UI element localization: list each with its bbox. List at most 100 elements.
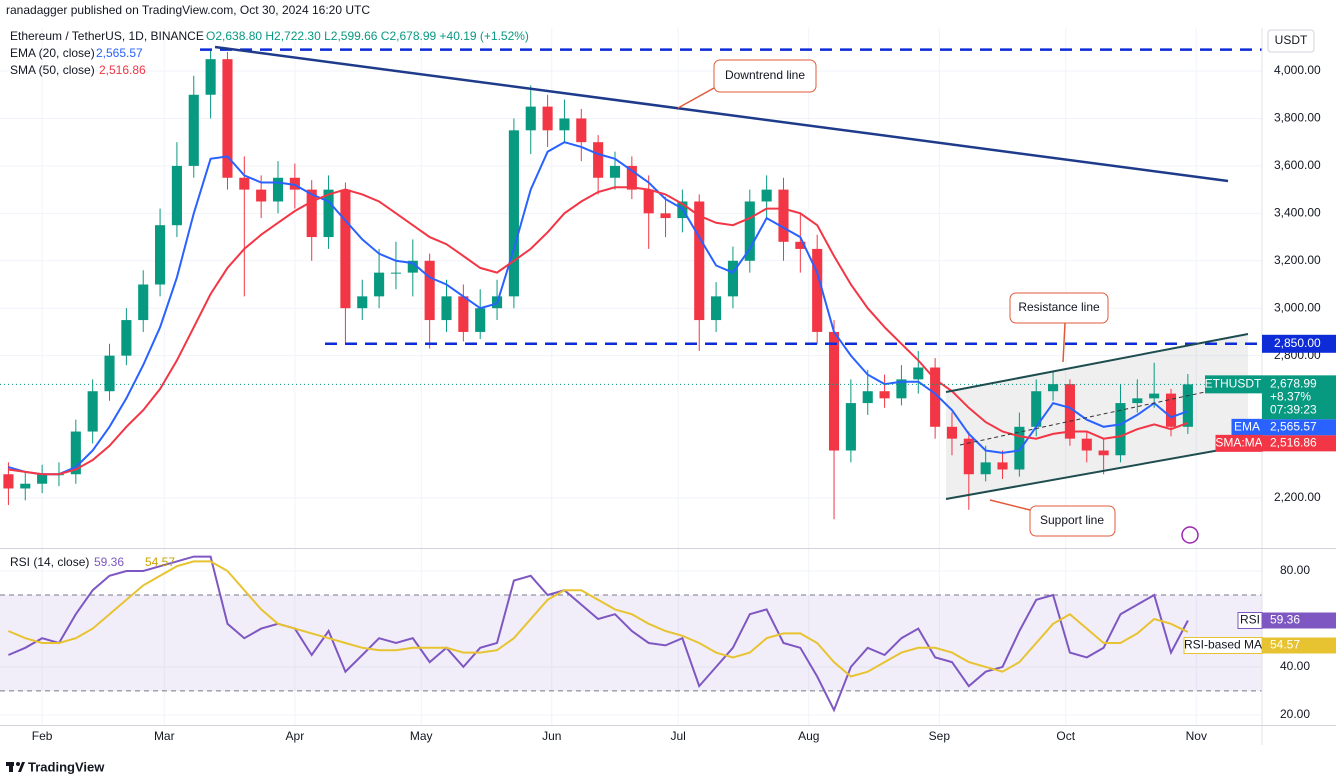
candle-body	[559, 118, 570, 131]
candle-body	[812, 248, 823, 332]
candle-body	[525, 106, 536, 131]
y-tick-label: 3,600.00	[1274, 158, 1321, 172]
callout-box	[713, 59, 817, 93]
legend-value: 2,516.86	[99, 63, 146, 77]
price-tag-name: EMA	[1234, 420, 1260, 434]
y-tick-label: 4,000.00	[1274, 63, 1321, 77]
brand: TradingView	[28, 759, 105, 774]
candle-body	[593, 142, 604, 178]
y-tick-label: 3,000.00	[1274, 300, 1321, 314]
candle-body	[778, 189, 789, 242]
candle-body	[913, 367, 924, 380]
callout-pointer	[1062, 322, 1066, 363]
candle-body	[256, 189, 267, 202]
price-tag-bg	[1262, 612, 1336, 629]
price-tag-bg	[1262, 419, 1336, 436]
candle-body	[508, 130, 519, 297]
y-tick-label: 20.00	[1280, 707, 1310, 721]
candle-body	[1014, 426, 1025, 470]
indicator-line	[8, 560, 1189, 678]
candle-body	[374, 272, 385, 297]
annotation: Downtrend line	[725, 68, 805, 82]
price-tag-bg	[1262, 637, 1336, 654]
resistance-line	[945, 333, 1249, 393]
x-tick-label: Jul	[671, 729, 686, 743]
legend-value: 2,565.57	[96, 46, 143, 60]
candle-body	[1031, 391, 1042, 427]
indicator-line	[8, 555, 1189, 713]
x-tick-label: Nov	[1186, 729, 1207, 743]
candle-body	[424, 260, 435, 321]
candle-body	[171, 165, 182, 226]
candle-body	[1165, 393, 1177, 427]
x-tick-label: Sep	[929, 729, 951, 743]
symbol-title: Ethereum / TetherUS, 1D, BINANCE	[10, 29, 204, 43]
callout-box	[1029, 505, 1116, 537]
x-tick-label: Jun	[542, 729, 561, 743]
price-tag-name: ETHUSDT	[1205, 377, 1262, 391]
annotation: Support line	[1040, 513, 1104, 527]
currency: USDT	[1275, 33, 1308, 47]
candle-body	[896, 379, 907, 399]
price-tag-bg	[1205, 375, 1262, 394]
candle-body	[1149, 393, 1160, 399]
price-tag: 59.36	[1270, 613, 1300, 627]
x-tick-label: May	[410, 729, 433, 743]
y-tick-label: 3,400.00	[1274, 206, 1321, 220]
callout-pointer	[989, 499, 1031, 511]
candle-body	[458, 296, 469, 332]
candle-body	[70, 431, 81, 475]
candle-body	[1081, 438, 1092, 451]
candle-body	[879, 391, 890, 399]
currency-box[interactable]	[1267, 29, 1315, 53]
y-tick-label: 40.00	[1280, 659, 1310, 673]
drawings	[214, 45, 1249, 537]
candle-body	[795, 241, 806, 249]
candle-body	[104, 355, 115, 392]
candle-body	[188, 94, 199, 166]
candle-body	[289, 177, 300, 190]
candle-body	[1098, 450, 1109, 456]
candle-body	[711, 296, 722, 321]
indicator-line	[8, 141, 1189, 476]
price-tag: 54.57	[1270, 638, 1300, 652]
price-tag-bg	[1262, 334, 1336, 353]
candle-body	[37, 474, 48, 484]
event-icon[interactable]	[1181, 526, 1199, 544]
candle-body	[357, 296, 368, 309]
candle-body	[930, 367, 941, 427]
candle-body	[626, 165, 637, 190]
candle-body	[694, 201, 705, 321]
candle-body	[407, 260, 418, 273]
candle-body	[1064, 384, 1075, 439]
price-tag-name: SMA:MA	[1215, 436, 1262, 450]
candle-body	[660, 213, 671, 219]
price-tag: 2,565.57	[1270, 420, 1317, 434]
y-tick-label: 3,800.00	[1274, 111, 1321, 125]
candle-body	[862, 391, 873, 404]
candle-body	[205, 59, 216, 95]
candle-body	[272, 177, 284, 202]
candle-body	[761, 189, 772, 202]
publisher: ranadagger published on TradingView.com,…	[6, 3, 370, 17]
price-tag-bg	[1262, 435, 1336, 452]
price-tag: 2,678.99	[1270, 377, 1317, 391]
rsi-band	[0, 594, 1262, 691]
price-tag: 2,850.00	[1274, 336, 1321, 350]
candle-body	[222, 59, 233, 178]
support-line	[945, 444, 1249, 500]
price-tag-bg	[1262, 375, 1336, 420]
candle-body	[475, 308, 486, 332]
candle-body	[1048, 384, 1059, 392]
legend-value: 59.36	[94, 555, 124, 569]
legend-name: EMA (20, close)	[10, 46, 95, 60]
legend-name: SMA (50, close)	[10, 63, 95, 77]
candle-body	[1115, 403, 1126, 456]
candle-body	[997, 462, 1008, 470]
x-tick-label: Aug	[798, 729, 819, 743]
x-tick-label: Mar	[154, 729, 175, 743]
brand-logo	[6, 762, 25, 772]
candle-body	[323, 189, 334, 238]
indicator-line	[8, 186, 1189, 476]
